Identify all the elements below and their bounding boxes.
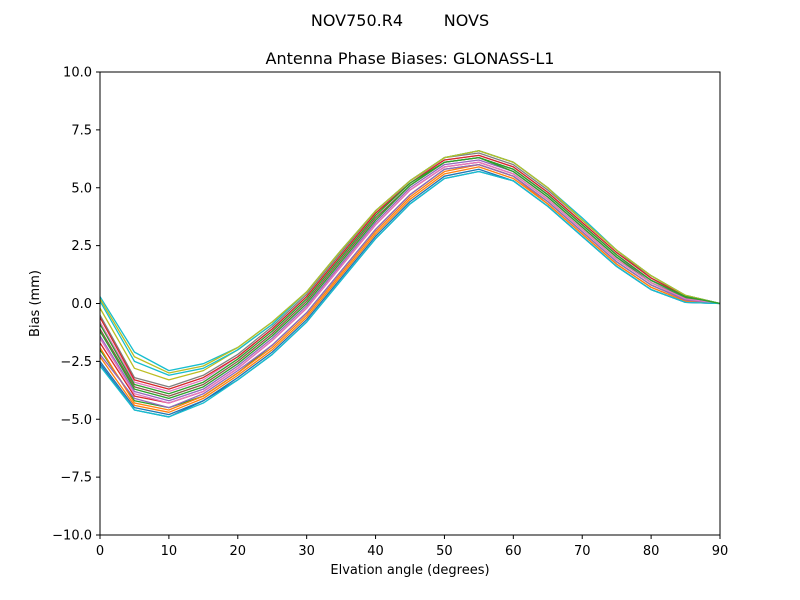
x-tick: 0 (96, 535, 104, 559)
x-tick-label: 20 (230, 544, 247, 559)
x-tick: 80 (643, 535, 660, 559)
x-tick: 70 (574, 535, 591, 559)
chart-suptitle: NOV750.R4 NOVS (311, 11, 489, 30)
series-line-17 (99, 163, 721, 409)
x-tick: 20 (230, 535, 247, 559)
x-tick-label: 0 (96, 544, 104, 559)
x-tick-label: 30 (298, 544, 315, 559)
series-line-20 (99, 156, 721, 395)
y-tick: 0.0 (71, 297, 100, 312)
y-tick-label: 2.5 (71, 239, 92, 254)
series-line-12 (99, 163, 721, 411)
x-tick-label: 60 (505, 544, 522, 559)
x-tick: 50 (436, 535, 453, 559)
y-tick-label: −2.5 (60, 355, 92, 370)
y-tick-label: 10.0 (63, 66, 92, 81)
x-tick-label: 70 (574, 544, 591, 559)
y-tick: 10.0 (63, 66, 100, 81)
plot-lines (99, 150, 721, 418)
x-axis-label: Elvation angle (degrees) (330, 563, 489, 578)
y-tick: −10.0 (52, 529, 100, 544)
y-tick: −5.0 (60, 413, 100, 428)
x-tick-label: 50 (436, 544, 453, 559)
series-line-18 (99, 161, 721, 404)
x-tick-label: 90 (712, 544, 729, 559)
x-tick-label: 10 (161, 544, 178, 559)
y-axis-label: Bias (mm) (28, 270, 43, 337)
y-tick: −7.5 (60, 471, 100, 486)
series-line-13 (99, 156, 721, 400)
x-tick-label: 80 (643, 544, 660, 559)
chart-title: Antenna Phase Biases: GLONASS-L1 (266, 49, 555, 68)
y-tick: 5.0 (71, 181, 100, 196)
x-tick: 60 (505, 535, 522, 559)
y-tick-label: −5.0 (60, 413, 92, 428)
x-tick: 10 (161, 535, 178, 559)
y-tick-label: −7.5 (60, 471, 92, 486)
series-line-16 (99, 150, 721, 374)
y-tick: 7.5 (71, 123, 100, 138)
y-tick-label: −10.0 (52, 529, 92, 544)
series-line-19 (99, 170, 721, 418)
y-tick: −2.5 (60, 355, 100, 370)
y-tick-label: 7.5 (71, 123, 92, 138)
y-tick: 2.5 (71, 239, 100, 254)
x-tick: 90 (712, 535, 729, 559)
y-tick-label: 0.0 (71, 297, 92, 312)
x-axis-ticks: 0 10 20 30 40 50 60 70 80 90 (96, 535, 728, 559)
x-tick: 30 (298, 535, 315, 559)
y-axis-ticks: −10.0 −7.5 −5.0 −2.5 0.0 2.5 5.0 7.5 10.0 (52, 66, 100, 544)
x-tick-label: 40 (367, 544, 384, 559)
y-tick-label: 5.0 (71, 181, 92, 196)
x-tick: 40 (367, 535, 384, 559)
